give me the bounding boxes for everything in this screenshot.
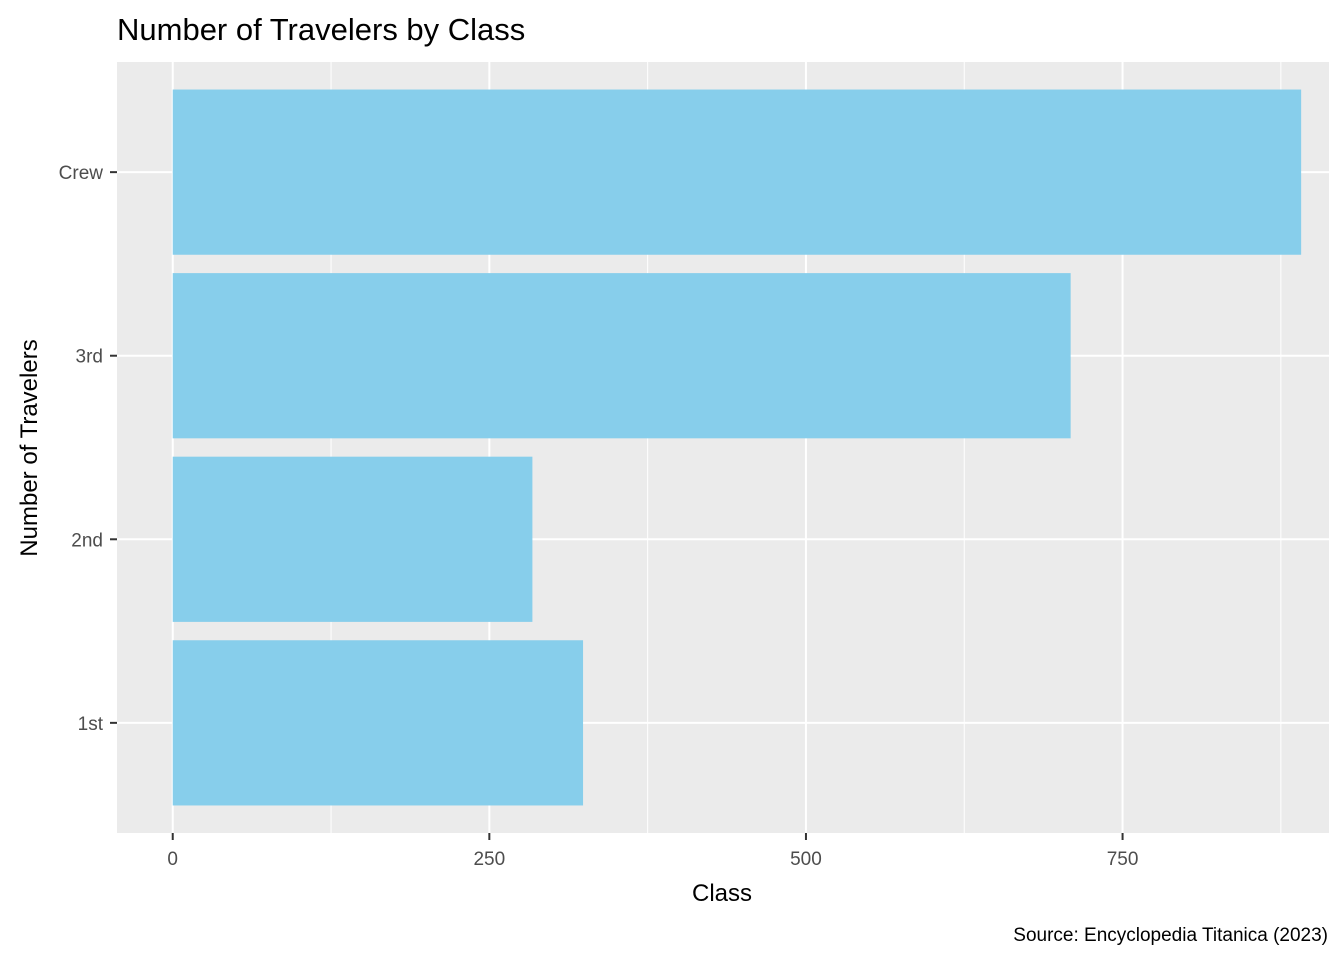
y-axis: 1st 2nd 3rd Crew bbox=[59, 163, 117, 735]
x-tick-label: 0 bbox=[167, 849, 178, 870]
bar-crew bbox=[172, 89, 1302, 255]
x-axis: 0 250 500 750 bbox=[167, 833, 1138, 870]
chart-title: Number of Travelers by Class bbox=[117, 12, 525, 47]
y-tick-label: 3rd bbox=[76, 347, 103, 368]
x-tick-label: 500 bbox=[790, 849, 822, 870]
bar-2nd bbox=[172, 456, 533, 622]
bars bbox=[172, 89, 1302, 806]
y-tick-label: 2nd bbox=[71, 530, 103, 551]
y-tick-label: 1st bbox=[78, 714, 104, 735]
x-tick-label: 750 bbox=[1107, 849, 1139, 870]
x-axis-title: Class bbox=[692, 880, 752, 907]
bar-1st bbox=[172, 640, 584, 806]
y-axis-title: Number of Travelers bbox=[16, 339, 43, 556]
x-tick-label: 250 bbox=[473, 849, 505, 870]
chart-caption: Source: Encyclopedia Titanica (2023) bbox=[1013, 925, 1328, 946]
bar-3rd bbox=[172, 273, 1071, 439]
y-tick-label: Crew bbox=[59, 163, 104, 184]
